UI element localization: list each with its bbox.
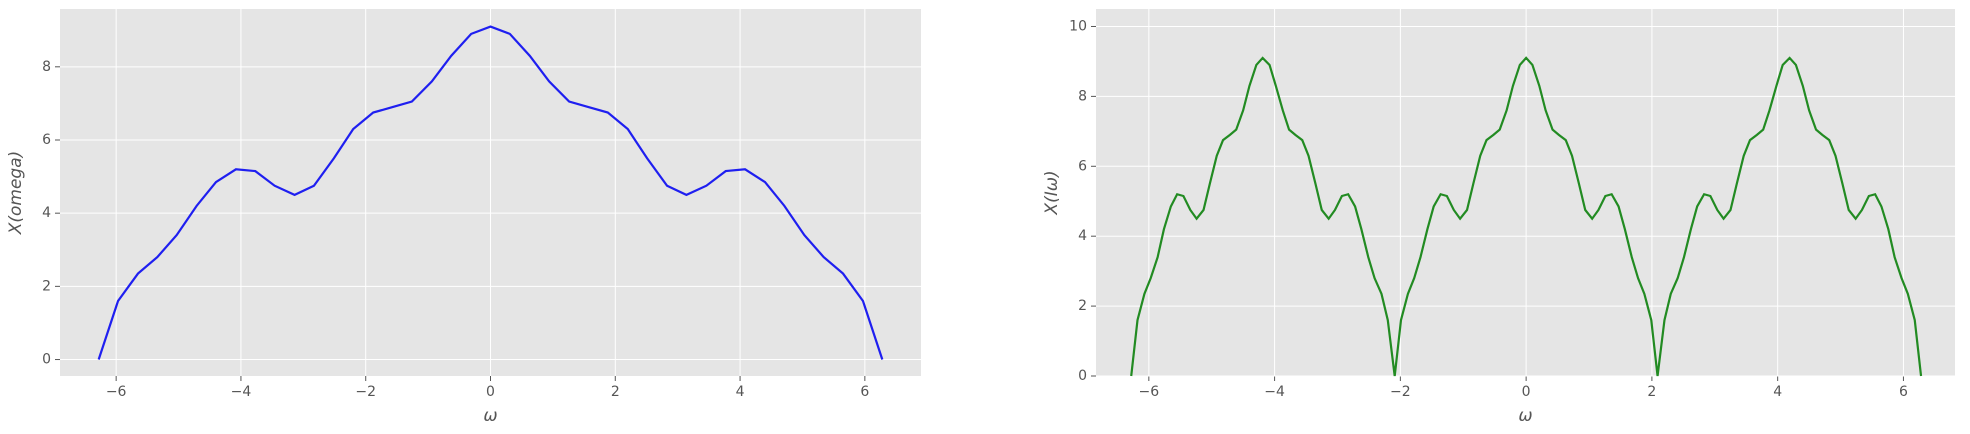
- y-tick-label: 6: [1078, 158, 1087, 174]
- chart: −6 −4 −2 0 2 4 6 0 2 4 6 8 10 ω X(Iω): [1042, 9, 1955, 426]
- x-tick-label: 2: [1647, 384, 1656, 400]
- y-tick-label: 4: [42, 205, 51, 221]
- y-tick-label: 10: [1069, 18, 1087, 34]
- y-tick-label: 6: [42, 132, 51, 148]
- plot-area: [1096, 9, 1955, 376]
- y-axis-label: X(Iω): [1042, 170, 1062, 215]
- x-axis-label: ω: [483, 406, 497, 426]
- line: [97, 25, 884, 360]
- x-tick-label: 6: [1899, 384, 1908, 400]
- y-tick-label: 2: [42, 278, 51, 294]
- x-tick-label: 2: [611, 384, 620, 400]
- y-tick-label: 2: [1078, 298, 1087, 314]
- y-axis-label: X(omega): [6, 151, 26, 236]
- x-tick-label: −6: [1139, 384, 1160, 400]
- x-tick-label: −6: [106, 384, 127, 400]
- x-tick-label: 0: [1522, 384, 1531, 400]
- y-tick-label: 8: [42, 59, 51, 75]
- x-axis-label: ω: [1518, 406, 1532, 426]
- y-tick-label: 8: [1078, 88, 1087, 104]
- chart: −6 −4 −2 0 2 4 6 0 2 4 6 8 ω X(omega): [6, 9, 921, 426]
- x-tick-label: −4: [1264, 384, 1285, 400]
- x-tick-label: 4: [1773, 384, 1782, 400]
- x-tick-label: −4: [231, 384, 252, 400]
- y-tick-label: 0: [42, 352, 51, 368]
- x-tick-label: 0: [486, 384, 495, 400]
- x-tick-label: 6: [860, 384, 869, 400]
- line: [1130, 56, 1923, 377]
- y-tick-label: 4: [1078, 228, 1087, 244]
- y-tick-label: 0: [1078, 368, 1087, 384]
- x-tick-label: −2: [1390, 384, 1411, 400]
- x-tick-label: 4: [736, 384, 745, 400]
- x-tick-label: −2: [355, 384, 376, 400]
